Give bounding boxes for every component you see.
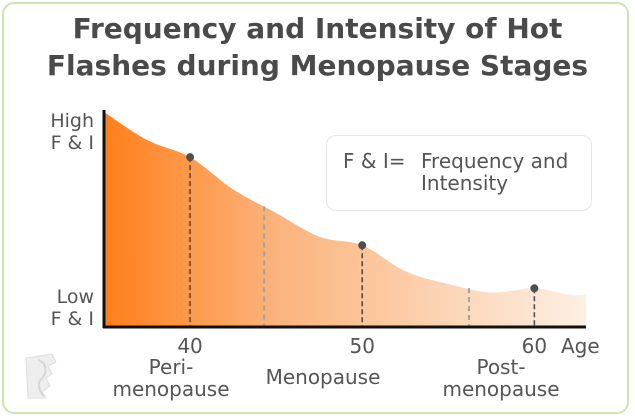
y-label-high-line-1: High xyxy=(50,110,94,132)
y-label-low-line-1: Low xyxy=(56,286,94,308)
data-point-marker-2 xyxy=(358,241,367,250)
title-line-1: Frequency and Intensity of Hot xyxy=(72,12,563,45)
y-label-low: Low F & I xyxy=(30,286,94,330)
data-point-marker-3 xyxy=(530,284,539,293)
area-series-fill xyxy=(104,112,586,327)
stage-perimenopause-line-1: Peri- xyxy=(148,355,194,379)
y-label-low-line-2: F & I xyxy=(50,308,94,330)
legend-description: Frequency and Intensity xyxy=(421,150,568,194)
stage-label-menopause: Menopause xyxy=(265,365,381,389)
stage-perimenopause-line-2: menopause xyxy=(112,377,230,401)
legend-description-line-2: Intensity xyxy=(421,171,509,195)
stage-label-perimenopause: Peri- menopause xyxy=(98,356,244,400)
title-line-2: Flashes during Menopause Stages xyxy=(46,49,589,82)
x-tick-label-60: 60 xyxy=(521,334,548,358)
y-label-high-line-2: F & I xyxy=(50,132,94,154)
data-point-marker-1 xyxy=(186,153,195,162)
legend-description-line-1: Frequency and xyxy=(421,149,569,173)
brand-logo-icon xyxy=(25,353,57,399)
stage-label-postmenopause: Post- menopause xyxy=(426,356,576,400)
chart-title: Frequency and Intensity of Hot Flashes d… xyxy=(0,10,635,84)
y-label-high: High F & I xyxy=(30,110,94,154)
legend: F & I= Frequency and Intensity xyxy=(326,135,592,211)
stage-postmenopause-line-1: Post- xyxy=(476,355,526,379)
legend-key: F & I= xyxy=(343,149,406,173)
x-tick-label-50: 50 xyxy=(349,334,375,358)
x-axis-title: Age xyxy=(561,334,600,358)
stage-postmenopause-line-2: menopause xyxy=(442,377,560,401)
x-tick-label-40: 40 xyxy=(177,334,203,358)
